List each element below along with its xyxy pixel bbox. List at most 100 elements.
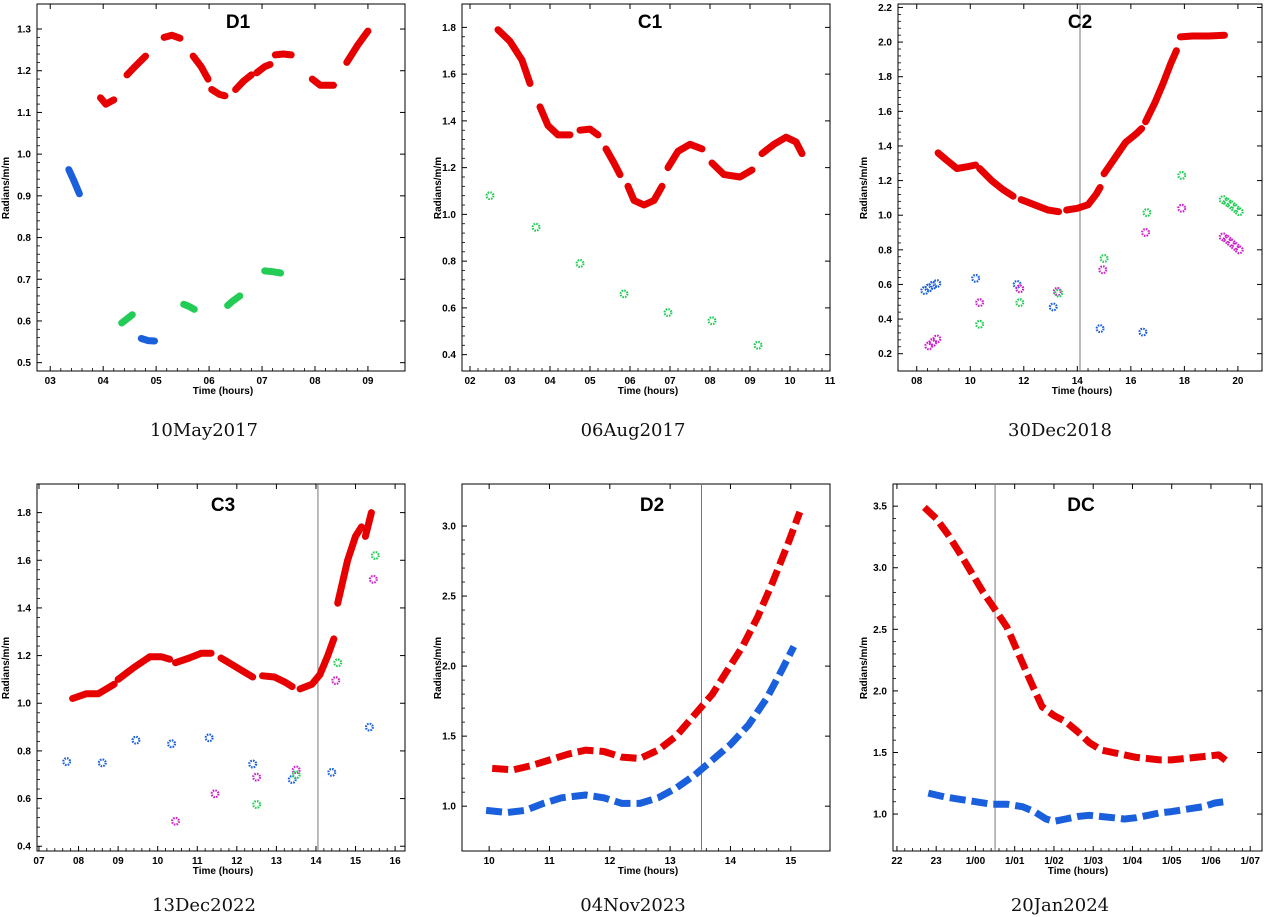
x-axis-label: Time (hours)	[193, 386, 253, 397]
y-tick-label: 1.4	[442, 116, 456, 127]
data-point	[975, 298, 985, 308]
x-tick-label: 1/03	[1083, 856, 1103, 867]
data-segment	[334, 523, 365, 607]
data-point	[663, 308, 673, 318]
series-magenta	[170, 574, 378, 826]
panel-c3: 07 08 09 10 11 12 13 14 15 16 0.4 0.6 0.8 1.0 1.2 1.4 1.…	[1, 483, 406, 916]
y-tick-label: 0.6	[17, 316, 31, 327]
y-tick-label: 2.5	[873, 625, 887, 636]
data-point	[331, 676, 341, 686]
data-point	[975, 319, 985, 329]
data-segment	[934, 149, 980, 172]
y-tick-label: 0.8	[17, 233, 31, 244]
x-axis-label: Time (hours)	[1048, 866, 1108, 877]
data-point	[287, 775, 297, 785]
x-axis-label: Time (hours)	[1052, 386, 1112, 397]
data-point	[62, 757, 72, 767]
y-tick-label: 0.8	[878, 245, 892, 256]
y-tick-label: 2.0	[442, 662, 456, 673]
series-blue	[62, 722, 374, 785]
data-segment	[137, 335, 158, 345]
data-marks	[485, 484, 804, 851]
data-segment	[494, 26, 534, 87]
data-point	[1177, 203, 1187, 213]
x-tick-label: 10	[965, 376, 977, 387]
x-tick-label: 05	[584, 376, 596, 387]
x-tick-label: 20	[1232, 376, 1244, 387]
data-segment	[308, 75, 337, 89]
data-segment	[118, 311, 136, 327]
data-point	[327, 767, 337, 777]
data-segment	[160, 31, 184, 42]
y-tick-label: 1.2	[878, 176, 892, 187]
y-tick-label: 3.0	[442, 522, 456, 533]
y-tick-label: 1.8	[878, 72, 892, 83]
x-tick-label: 05	[151, 376, 163, 387]
y-tick-label: 2.0	[878, 38, 892, 49]
panel-d1: 03 04 05 06 07 08 09 0.5 0.6 0.7 0.8 0.9 1.0 1.1 1.2 1.…	[1, 3, 406, 441]
data-segment	[217, 654, 257, 681]
y-axis-label: Radians/m/m	[1, 157, 12, 219]
x-tick-label: 12	[231, 856, 243, 867]
data-point	[204, 733, 214, 743]
data-segment	[536, 103, 574, 139]
plot-frame	[461, 483, 831, 852]
data-segment	[69, 680, 118, 702]
data-point	[707, 316, 717, 326]
x-tick-label: 12	[604, 856, 616, 867]
y-tick-label: 1.5	[442, 732, 456, 743]
data-point	[291, 765, 301, 775]
series-green	[118, 267, 285, 327]
data-curve	[491, 510, 804, 774]
data-curve	[927, 789, 1226, 825]
x-tick-label: 07	[33, 856, 45, 867]
axes: 10 11 12 13 14 15 1.0 1.5 2.0 2.5 3.0	[442, 484, 830, 867]
data-point	[131, 735, 141, 745]
data-segment	[1176, 31, 1228, 41]
x-tick-label: 14	[1072, 376, 1084, 387]
data-segment	[976, 165, 1017, 200]
data-segment	[224, 292, 244, 309]
data-point	[170, 816, 180, 826]
x-tick-label: 18	[1179, 376, 1191, 387]
x-tick-label: 08	[911, 376, 923, 387]
data-point	[1177, 170, 1187, 180]
panel-title: C3	[211, 495, 235, 516]
data-point	[1015, 298, 1025, 308]
panel-caption: 30Dec2018	[1008, 420, 1112, 441]
series-magenta	[924, 203, 1244, 351]
data-point	[370, 550, 380, 560]
x-tick-label: 02	[464, 376, 476, 387]
data-segment	[189, 52, 212, 83]
panel-caption: 04Nov2023	[580, 895, 685, 916]
data-point	[971, 273, 981, 283]
y-tick-label: 1.0	[17, 150, 31, 161]
data-point	[1095, 324, 1105, 334]
data-point	[97, 758, 107, 768]
data-point	[932, 279, 942, 289]
x-tick-label: 1/00	[966, 856, 986, 867]
y-tick-label: 1.0	[878, 211, 892, 222]
panel-caption: 13Dec2022	[152, 895, 256, 916]
data-point	[1141, 228, 1151, 238]
axes: 07 08 09 10 11 12 13 14 15 16 0.4 0.6 0.8 1.0 1.2 1.4 1.…	[17, 484, 405, 867]
axes: 22 23 1/00 1/01 1/02 1/03 1/04 1/05 1/06 1/07 1.0 1…	[873, 484, 1262, 867]
data-segment	[172, 649, 215, 667]
data-segment	[576, 125, 602, 139]
axes: 02 03 04 05 06 07 08 09 10 11 0.4 0.6 0.8 1.0 1.2 1.4 1.…	[442, 4, 836, 387]
y-tick-label: 1.2	[442, 163, 456, 174]
panel-caption: 06Aug2017	[581, 420, 686, 441]
y-tick-label: 1.3	[17, 25, 31, 36]
x-tick-label: 03	[45, 376, 57, 387]
y-tick-label: 0.9	[17, 191, 31, 202]
data-segment	[343, 27, 372, 66]
x-tick-label: 07	[256, 376, 268, 387]
y-tick-label: 0.8	[442, 257, 456, 268]
y-tick-label: 0.8	[17, 746, 31, 757]
data-point	[167, 739, 177, 749]
data-point	[210, 789, 220, 799]
x-tick-label: 1/05	[1162, 856, 1182, 867]
series-red	[494, 26, 806, 209]
data-segment	[180, 300, 198, 313]
panel-c2: 08 10 12 14 16 18 20 0.2 0.4 0.6 0.8 1.0 1.2 1.4 1.6 1.…	[859, 3, 1263, 441]
